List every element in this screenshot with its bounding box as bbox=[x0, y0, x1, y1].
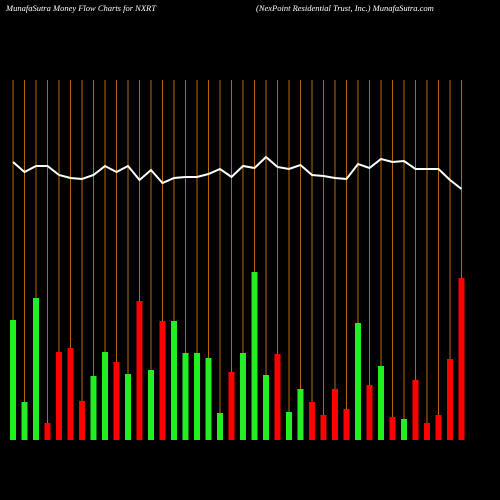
bar bbox=[447, 359, 453, 440]
bar bbox=[90, 376, 97, 440]
bar bbox=[309, 402, 315, 440]
bar bbox=[240, 353, 246, 440]
bar bbox=[458, 278, 465, 440]
bar bbox=[366, 385, 373, 440]
bar bbox=[33, 298, 39, 440]
bar bbox=[412, 380, 419, 440]
bar bbox=[263, 375, 269, 440]
bar bbox=[125, 374, 131, 440]
bar bbox=[435, 415, 442, 440]
bar bbox=[182, 353, 189, 440]
chart-subtitle: (NexPoint Residential Trust, Inc.) Munaf… bbox=[256, 3, 434, 13]
bar bbox=[378, 366, 384, 440]
chart-title: MunafaSutra Money Flow Charts for NXRT bbox=[5, 3, 157, 13]
bar bbox=[113, 362, 120, 440]
bar bbox=[102, 352, 108, 440]
bar bbox=[401, 419, 407, 440]
bar bbox=[194, 353, 200, 440]
bar bbox=[21, 402, 28, 440]
bar bbox=[67, 348, 74, 440]
bar bbox=[251, 272, 258, 440]
bar bbox=[217, 413, 223, 440]
bar bbox=[56, 352, 62, 440]
bar bbox=[389, 417, 396, 440]
bar bbox=[286, 412, 292, 440]
bar bbox=[136, 301, 143, 440]
bar bbox=[274, 354, 281, 440]
bar bbox=[171, 321, 177, 440]
bar bbox=[10, 320, 16, 440]
bar bbox=[424, 423, 430, 440]
bar bbox=[205, 358, 212, 440]
bar bbox=[297, 389, 304, 440]
bar bbox=[79, 401, 85, 440]
bar bbox=[148, 370, 154, 440]
bar bbox=[228, 372, 235, 440]
bar bbox=[343, 409, 350, 440]
bar bbox=[355, 323, 361, 440]
bar bbox=[44, 423, 51, 440]
money-flow-line bbox=[12, 155, 463, 190]
bar bbox=[320, 415, 327, 440]
bar bbox=[159, 321, 166, 440]
bar bbox=[332, 389, 338, 440]
